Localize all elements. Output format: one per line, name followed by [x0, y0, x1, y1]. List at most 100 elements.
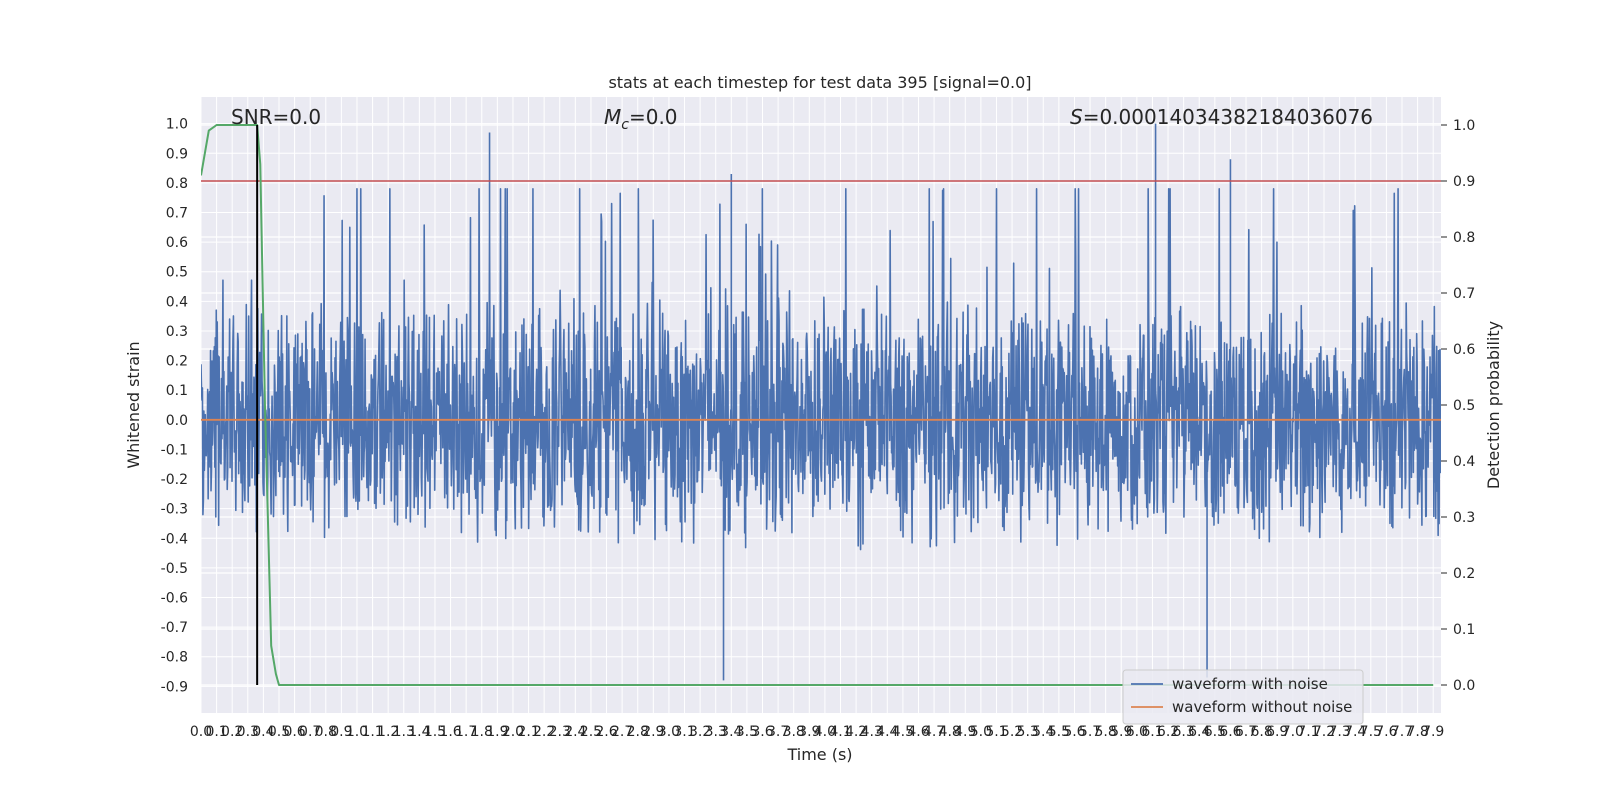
y-tick-label: -0.2 — [161, 472, 188, 488]
series-waveform-with-noise — [201, 123, 1441, 681]
x-tick-label: 7.1 — [1297, 724, 1319, 740]
x-tick-label: 3.4 — [720, 724, 742, 740]
x-tick-label: 7.3 — [1328, 724, 1350, 740]
x-tick-label: 6.7 — [1235, 724, 1257, 740]
x-tick-label: 0.7 — [299, 724, 321, 740]
x-tick-label: 2.2 — [533, 724, 555, 740]
y-tick-label: -0.7 — [161, 620, 188, 636]
x-tick-label: 0.8 — [315, 724, 337, 740]
x-tick-label: 6.0 — [1126, 724, 1148, 740]
y2-axis-label: Detection probability — [1484, 321, 1503, 489]
y2-tick-label: 0.4 — [1453, 454, 1475, 470]
y2-tick-label: 1.0 — [1453, 118, 1475, 134]
y2-tick-label: 0.9 — [1453, 174, 1475, 190]
x-axis-label: Time (s) — [786, 745, 852, 764]
x-tick-label: 7.8 — [1406, 724, 1428, 740]
x-tick-label: 5.9 — [1110, 724, 1132, 740]
x-tick-label: 0.4 — [252, 724, 274, 740]
y-tick-label: 1.0 — [166, 117, 188, 133]
x-tick-label: 5.1 — [985, 724, 1007, 740]
x-tick-label: 2.7 — [611, 724, 633, 740]
y-tick-label: -0.3 — [161, 502, 188, 518]
y-tick-label: 0.4 — [166, 294, 188, 310]
x-tick-label: 6.3 — [1173, 724, 1195, 740]
x-tick-label: 5.0 — [970, 724, 992, 740]
x-tick-label: 1.5 — [424, 724, 446, 740]
x-tick-label: 2.6 — [595, 724, 617, 740]
y-tick-label: 0.2 — [166, 354, 188, 370]
x-tick-label: 0.2 — [221, 724, 243, 740]
x-tick-label: 5.4 — [1032, 724, 1054, 740]
x-tick-label: 0.0 — [190, 724, 212, 740]
series-line-waveform-with-noise — [201, 123, 1441, 681]
x-tick-label: 4.0 — [814, 724, 836, 740]
snr-annotation: SNR=0.0 — [231, 105, 321, 129]
x-tick-label: 5.2 — [1001, 724, 1023, 740]
x-tick-label: 2.3 — [549, 724, 571, 740]
y-tick-label: 0.3 — [166, 324, 188, 340]
x-tick-label: 5.5 — [1048, 724, 1070, 740]
x-tick-label: 3.9 — [798, 724, 820, 740]
x-tick-label: 7.2 — [1313, 724, 1335, 740]
y-tick-label: -0.6 — [161, 591, 188, 607]
x-tick-label: 0.5 — [268, 724, 290, 740]
x-tick-label: 4.5 — [892, 724, 914, 740]
x-tick-label: 2.1 — [517, 724, 539, 740]
x-tick-label: 5.7 — [1079, 724, 1101, 740]
x-tick-label: 1.6 — [439, 724, 461, 740]
series-lines — [201, 124, 1441, 686]
y-tick-label: 0.8 — [166, 176, 188, 192]
x-tick-label: 6.5 — [1204, 724, 1226, 740]
series-line-detection-probability — [201, 124, 1434, 686]
x-tick-label: 3.5 — [736, 724, 758, 740]
y-tick-label: -0.4 — [161, 531, 188, 547]
y2-tick-label: 0.1 — [1453, 622, 1475, 638]
legend-label-clean: waveform without noise — [1172, 698, 1352, 716]
legend-label-noise: waveform with noise — [1172, 675, 1328, 693]
x-tick-label: 3.3 — [705, 724, 727, 740]
x-tick-label: 7.5 — [1360, 724, 1382, 740]
x-tick-label: 3.2 — [689, 724, 711, 740]
x-tick-label: 6.4 — [1188, 724, 1210, 740]
x-tick-label: 0.1 — [205, 724, 227, 740]
x-tick-label: 6.8 — [1250, 724, 1272, 740]
x-tick-label: 6.9 — [1266, 724, 1288, 740]
x-tick-label: 7.7 — [1391, 724, 1413, 740]
chirp-mass-subscript: c — [621, 117, 629, 133]
y-tick-label: 0.0 — [166, 413, 188, 429]
chirp-mass-value: =0.0 — [629, 105, 678, 129]
x-tick-label: 1.8 — [471, 724, 493, 740]
y2-tick-label: 0.2 — [1453, 566, 1475, 582]
x-tick-label: 5.3 — [1017, 724, 1039, 740]
x-tick-label: 7.0 — [1282, 724, 1304, 740]
y2-tick-label: 0.6 — [1453, 342, 1475, 358]
x-tick-label: 0.3 — [237, 724, 259, 740]
x-tick-label: 6.6 — [1219, 724, 1241, 740]
y-axis-label: Whitened strain — [124, 341, 143, 468]
x-tick-label: 2.8 — [627, 724, 649, 740]
x-tick-label: 1.2 — [377, 724, 399, 740]
x-tick-label: 7.4 — [1344, 724, 1366, 740]
x-tick-label: 4.8 — [939, 724, 961, 740]
y2-tick-label: 0.3 — [1453, 510, 1475, 526]
x-tick-label: 1.7 — [455, 724, 477, 740]
score-value: =0.00014034382184036076 — [1083, 105, 1373, 129]
chirp-mass-symbol: M — [604, 105, 621, 129]
x-tick-label: 4.3 — [861, 724, 883, 740]
x-tick-label: 0.6 — [283, 724, 305, 740]
y-tick-label: -0.5 — [161, 561, 188, 577]
y-tick-label: 0.5 — [166, 265, 188, 281]
chart-title: stats at each timestep for test data 395… — [608, 73, 1031, 92]
y-tick-label: 0.6 — [166, 235, 188, 251]
y2-axis-ticks: 1.0 0.9 0.8 0.7 0.6 0.5 0.4 0.3 0.2 0.1 0.0 — [1441, 118, 1475, 694]
x-tick-label: 1.9 — [486, 724, 508, 740]
legend: waveform with noise waveform without noi… — [1122, 669, 1364, 725]
x-tick-label: 4.2 — [845, 724, 867, 740]
y-tick-label: -0.8 — [161, 650, 188, 666]
x-tick-label: 3.7 — [767, 724, 789, 740]
x-tick-label: 3.8 — [783, 724, 805, 740]
y-tick-label: -0.1 — [161, 442, 188, 458]
x-tick-label: 6.2 — [1157, 724, 1179, 740]
x-tick-label: 3.1 — [673, 724, 695, 740]
